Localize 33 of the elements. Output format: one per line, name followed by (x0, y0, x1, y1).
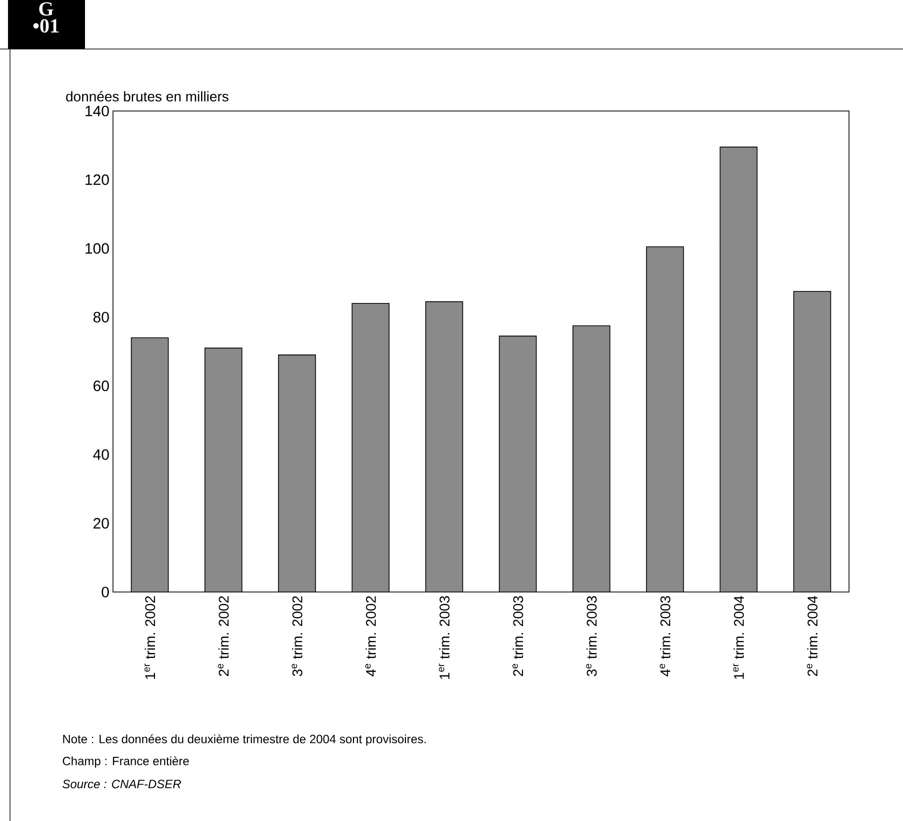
x-tick-label: 1$^{er}$ trim. 2002 (144, 596, 156, 679)
y-tick-label: 100 (86, 243, 109, 254)
bar (130, 337, 169, 592)
text: G •01 (33, 2, 58, 33)
y-axis-title: données brutes en milliers (66, 91, 228, 102)
bar (278, 354, 316, 592)
bar (498, 336, 537, 592)
x-tick-label: 3$^{e}$ trim. 2003 (586, 596, 597, 676)
x-tick-label: 2$^{e}$ trim. 2002 (218, 596, 229, 676)
y-tick-label: 120 (86, 174, 109, 186)
x-tick-label: 1$^{er}$ trim. 2004 (733, 596, 744, 679)
x-tick-label: 2$^{e}$ trim. 2003 (512, 596, 524, 676)
bar (793, 290, 832, 592)
bar (425, 301, 464, 592)
y-tick-label: 60 (94, 380, 109, 392)
bar (204, 348, 242, 592)
source-note: Source : CNAF-DSER (62, 780, 181, 788)
bar (572, 325, 610, 592)
text: Note : Les données du deuxième trimestre de 2004 sont provisoires. (63, 734, 426, 746)
x-tick-label: 2$^{e}$ trim. 2004 (806, 596, 818, 676)
x-tick-label: 4$^{e}$ trim. 2002 (365, 596, 376, 676)
text: Champ : France entière (62, 756, 189, 768)
x-tick-label: 4$^{e}$ trim. 2003 (660, 596, 670, 676)
bar (720, 146, 758, 592)
y-tick-label: 140 (86, 106, 109, 116)
bar (352, 303, 390, 592)
y-tick-label: 0 (102, 586, 109, 598)
y-tick-label: 20 (94, 518, 109, 529)
y-tick-label: 40 (93, 449, 109, 460)
bar (646, 246, 684, 592)
x-tick-label: 3$^{e}$ trim. 2002 (292, 596, 302, 676)
x-tick-label: 1$^{er}$ trim. 2003 (438, 596, 450, 679)
y-tick-label: 80 (93, 312, 109, 322)
